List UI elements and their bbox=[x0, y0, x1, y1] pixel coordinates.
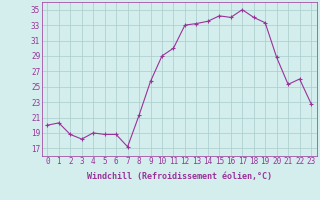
X-axis label: Windchill (Refroidissement éolien,°C): Windchill (Refroidissement éolien,°C) bbox=[87, 172, 272, 181]
